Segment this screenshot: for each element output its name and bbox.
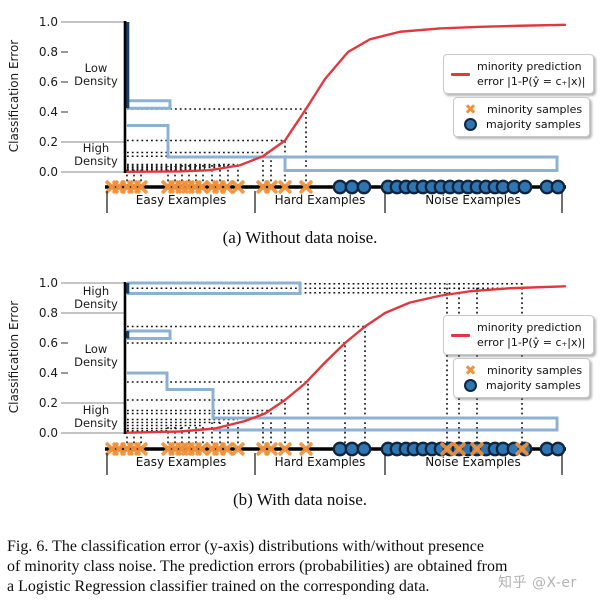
example-group-label: Noise Examples [425, 193, 521, 207]
legend-pred-text: minority prediction error |1-P(ŷ = c₊|x)… [477, 60, 586, 88]
minority-sample-marker [470, 442, 484, 456]
minority-sample-marker [231, 180, 245, 194]
error-density-histogram [127, 99, 172, 110]
error-density-histogram [127, 124, 559, 172]
legend-majority-label: majority samples [486, 118, 581, 131]
minority-sample-marker [299, 442, 313, 456]
y-tick-label: 0.2 [38, 135, 58, 149]
minority-sample-marker [278, 180, 292, 194]
minority-x-swatch-icon: ✖ [464, 101, 477, 118]
y-axis-label-b: Classification Error [7, 300, 21, 414]
minority-prediction-error-curve [123, 285, 567, 434]
majority-sample-marker [332, 179, 348, 195]
legend-pred-text: minority prediction error |1-P(ŷ = c₊|x)… [477, 321, 586, 349]
caption-line-1: Fig. 6. The classification error (y-axis… [7, 538, 484, 555]
legend-samples-a: ✖ minority samples majority samples [453, 97, 591, 137]
majority-sample-marker [344, 179, 360, 195]
majority-circle-swatch-icon [463, 379, 477, 392]
y-tick-label: 0.4 [38, 366, 58, 380]
example-group-label: Easy Examples [135, 455, 227, 469]
minority-sample-marker [220, 180, 234, 194]
caption-line-2: of minority class noise. The prediction … [7, 558, 508, 575]
y-tick-label: 0.6 [38, 75, 58, 89]
y-tick-label: 0.2 [38, 396, 58, 410]
density-region-label: High Density [74, 403, 118, 430]
y-tick-label: 0.8 [38, 306, 58, 320]
example-group-label: Hard Examples [274, 455, 366, 469]
subcaption-a: (a) Without data noise. [222, 228, 378, 247]
y-tick-label: 0.8 [38, 45, 58, 59]
legend-prediction-error-a: minority prediction error |1-P(ŷ = c₊|x)… [443, 54, 594, 94]
minority-sample-marker [195, 442, 209, 456]
minority-sample-marker [299, 180, 313, 194]
example-group-label: Noise Examples [425, 455, 521, 469]
minority-sample-marker [231, 442, 245, 456]
minority-sample-marker [220, 442, 234, 456]
example-group-label: Easy Examples [135, 193, 227, 207]
y-tick-label: 1.0 [38, 276, 58, 290]
density-region-label: High Density [74, 141, 118, 168]
density-region-label: Low Density [74, 61, 118, 88]
majority-sample-marker [356, 441, 372, 457]
legend-samples-b: ✖ minority samples majority samples [453, 358, 591, 398]
caption-line-3: a Logistic Regression classifier trained… [7, 578, 430, 595]
majority-sample-marker [550, 441, 566, 457]
majority-sample-marker [332, 441, 348, 457]
minority-sample-marker [452, 442, 466, 456]
legend-majority-label: majority samples [486, 379, 581, 392]
y-tick-label: 0.0 [38, 165, 58, 179]
minority-sample-marker [195, 180, 209, 194]
majority-sample-marker [550, 179, 566, 195]
y-tick-label: 0.4 [38, 105, 58, 119]
watermark: 知乎 @X-er [498, 575, 577, 591]
minority-x-swatch-icon: ✖ [464, 362, 477, 379]
minority-prediction-error-curve [123, 23, 567, 174]
y-axis-label-a: Classification Error [7, 39, 21, 153]
example-group-label: Hard Examples [274, 193, 366, 207]
minority-sample-marker [278, 442, 292, 456]
majority-sample-marker [344, 441, 360, 457]
density-region-label: Low Density [74, 342, 118, 369]
minority-sample-marker [264, 180, 278, 194]
error-density-histogram [127, 371, 559, 432]
majority-sample-marker [356, 179, 372, 195]
majority-circle-swatch-icon [463, 118, 477, 131]
density-region-label: High Density [74, 284, 118, 311]
error-density-histogram [127, 281, 302, 295]
minority-sample-marker [134, 442, 148, 456]
y-tick-label: 1.0 [38, 15, 58, 29]
red-line-swatch-icon [451, 72, 470, 76]
legend-minority-label: minority samples [487, 364, 583, 377]
figure-caption: Fig. 6. The classification error (y-axis… [7, 537, 595, 597]
y-tick-label: 0.6 [38, 336, 58, 350]
subcaption-b: (b) With data noise. [232, 490, 368, 509]
error-density-histogram [127, 329, 172, 340]
minority-sample-marker [440, 442, 454, 456]
minority-sample-marker [515, 442, 529, 456]
minority-sample-marker [134, 180, 148, 194]
minority-sample-marker [264, 442, 278, 456]
red-line-swatch-icon [451, 333, 470, 337]
legend-prediction-error-b: minority prediction error |1-P(ŷ = c₊|x)… [443, 315, 594, 355]
y-tick-label: 0.0 [38, 426, 58, 440]
majority-sample-marker [517, 441, 533, 457]
legend-minority-label: minority samples [487, 103, 583, 116]
majority-sample-marker [517, 179, 533, 195]
